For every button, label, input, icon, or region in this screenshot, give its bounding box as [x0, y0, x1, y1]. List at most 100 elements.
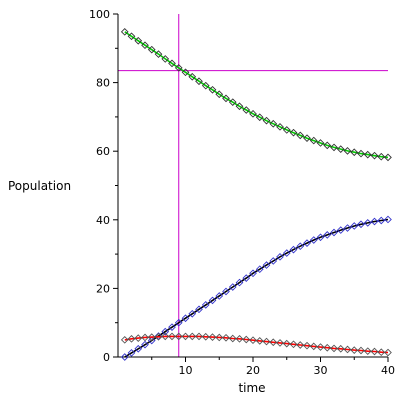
series-1-point — [296, 242, 305, 251]
series-1-point — [377, 216, 386, 225]
series-0-point — [228, 98, 237, 106]
series-2-point — [357, 346, 365, 355]
series-1-point — [276, 253, 284, 261]
series-0-point — [289, 128, 298, 137]
series-0-point — [120, 27, 129, 36]
axes — [113, 13, 389, 362]
series-2-point — [215, 333, 224, 342]
series-1-point — [384, 215, 392, 224]
series-2-point — [276, 339, 284, 347]
series-2-point — [255, 337, 264, 345]
series-2-point — [309, 342, 318, 351]
series-1-point — [269, 257, 278, 265]
series-1-point — [357, 220, 365, 229]
series-2-point — [208, 333, 217, 341]
series-1-point — [249, 269, 257, 278]
x-tick-label: 30 — [314, 364, 328, 377]
series-0-point — [235, 102, 244, 111]
x-tick-label: 20 — [246, 364, 260, 377]
series-0-point — [269, 119, 278, 128]
series-0-point — [384, 153, 392, 162]
series-1-point — [201, 301, 210, 309]
series-2-point — [181, 332, 190, 341]
series-0-point — [141, 41, 149, 50]
series-2-point — [222, 333, 230, 342]
series-0-point — [249, 109, 257, 118]
x-tick-label: 40 — [381, 364, 395, 377]
y-axis-title: Population — [8, 179, 71, 193]
series-1-point — [215, 292, 224, 300]
series-2-point — [154, 332, 163, 341]
series-2-point — [323, 343, 332, 352]
series-1-point — [255, 265, 264, 274]
series-1-point — [174, 318, 183, 327]
series-2-point — [235, 334, 244, 343]
series-1-point — [303, 239, 311, 247]
series-2-point — [370, 347, 379, 356]
series-2-point — [269, 338, 278, 347]
series-2-point — [343, 345, 352, 354]
series-1-point — [181, 314, 190, 323]
series-2-point — [201, 332, 210, 341]
x-axis-title: time — [238, 381, 265, 395]
y-tick-label: 80 — [96, 77, 110, 90]
series-0-point — [350, 148, 359, 157]
series-2-point — [120, 336, 129, 344]
series-1-point — [195, 305, 203, 314]
series-0-point — [147, 45, 156, 54]
series-1-point — [282, 249, 291, 257]
series-0-point — [309, 136, 318, 145]
y-tick-label: 100 — [89, 8, 110, 21]
series-2-point — [377, 348, 386, 357]
series-0-point — [303, 134, 311, 143]
series-2-point — [336, 344, 345, 353]
series-0-point — [174, 64, 183, 72]
series-0-point — [215, 90, 224, 99]
series-0-point — [330, 143, 338, 152]
series-2-point — [242, 335, 251, 344]
series-2-point — [147, 333, 156, 341]
series-0-point — [181, 68, 190, 77]
series-1-point — [289, 245, 298, 254]
series-0-point — [323, 141, 332, 150]
series-1-point — [120, 353, 129, 361]
series-0-point — [201, 81, 210, 90]
series-0-point — [363, 150, 372, 159]
reference-lines — [118, 14, 388, 357]
series-2-point — [141, 333, 149, 342]
series-0-point — [370, 151, 379, 160]
series-0-point — [255, 113, 264, 122]
series-0-point — [208, 85, 217, 94]
series-2-point — [384, 348, 392, 357]
series-0-point — [154, 50, 163, 58]
series-2-point — [249, 336, 257, 345]
series-2-point — [363, 347, 372, 356]
series-2-point — [350, 346, 359, 354]
series-2-point — [289, 340, 298, 349]
series-1-point — [336, 226, 345, 234]
series-1-point — [370, 217, 379, 226]
series-2-point — [316, 343, 325, 351]
series-2-point — [282, 339, 291, 348]
series-1-point — [343, 224, 352, 232]
series-2-point — [134, 334, 143, 342]
tick-labels: 0 20 40 60 80 100 10 20 30 40 — [89, 8, 395, 377]
series-1-point — [141, 340, 149, 349]
series-2-point — [168, 332, 176, 341]
series-1-point — [350, 222, 359, 230]
series-1-point — [127, 349, 136, 357]
series-1-point — [147, 336, 156, 345]
x-tick-label: 10 — [179, 364, 193, 377]
series-1-point — [316, 233, 325, 242]
series-0-point — [127, 32, 136, 41]
series-1-point — [222, 287, 230, 296]
series-0-point — [296, 131, 305, 140]
series-2-point — [161, 332, 170, 341]
series-2-point — [188, 332, 197, 341]
series-0-point — [195, 77, 203, 86]
series-0-point — [316, 139, 325, 147]
series-1-point — [235, 278, 244, 287]
series-0-point — [161, 55, 170, 63]
series-1-point — [262, 261, 271, 269]
series-0-point — [343, 147, 352, 155]
